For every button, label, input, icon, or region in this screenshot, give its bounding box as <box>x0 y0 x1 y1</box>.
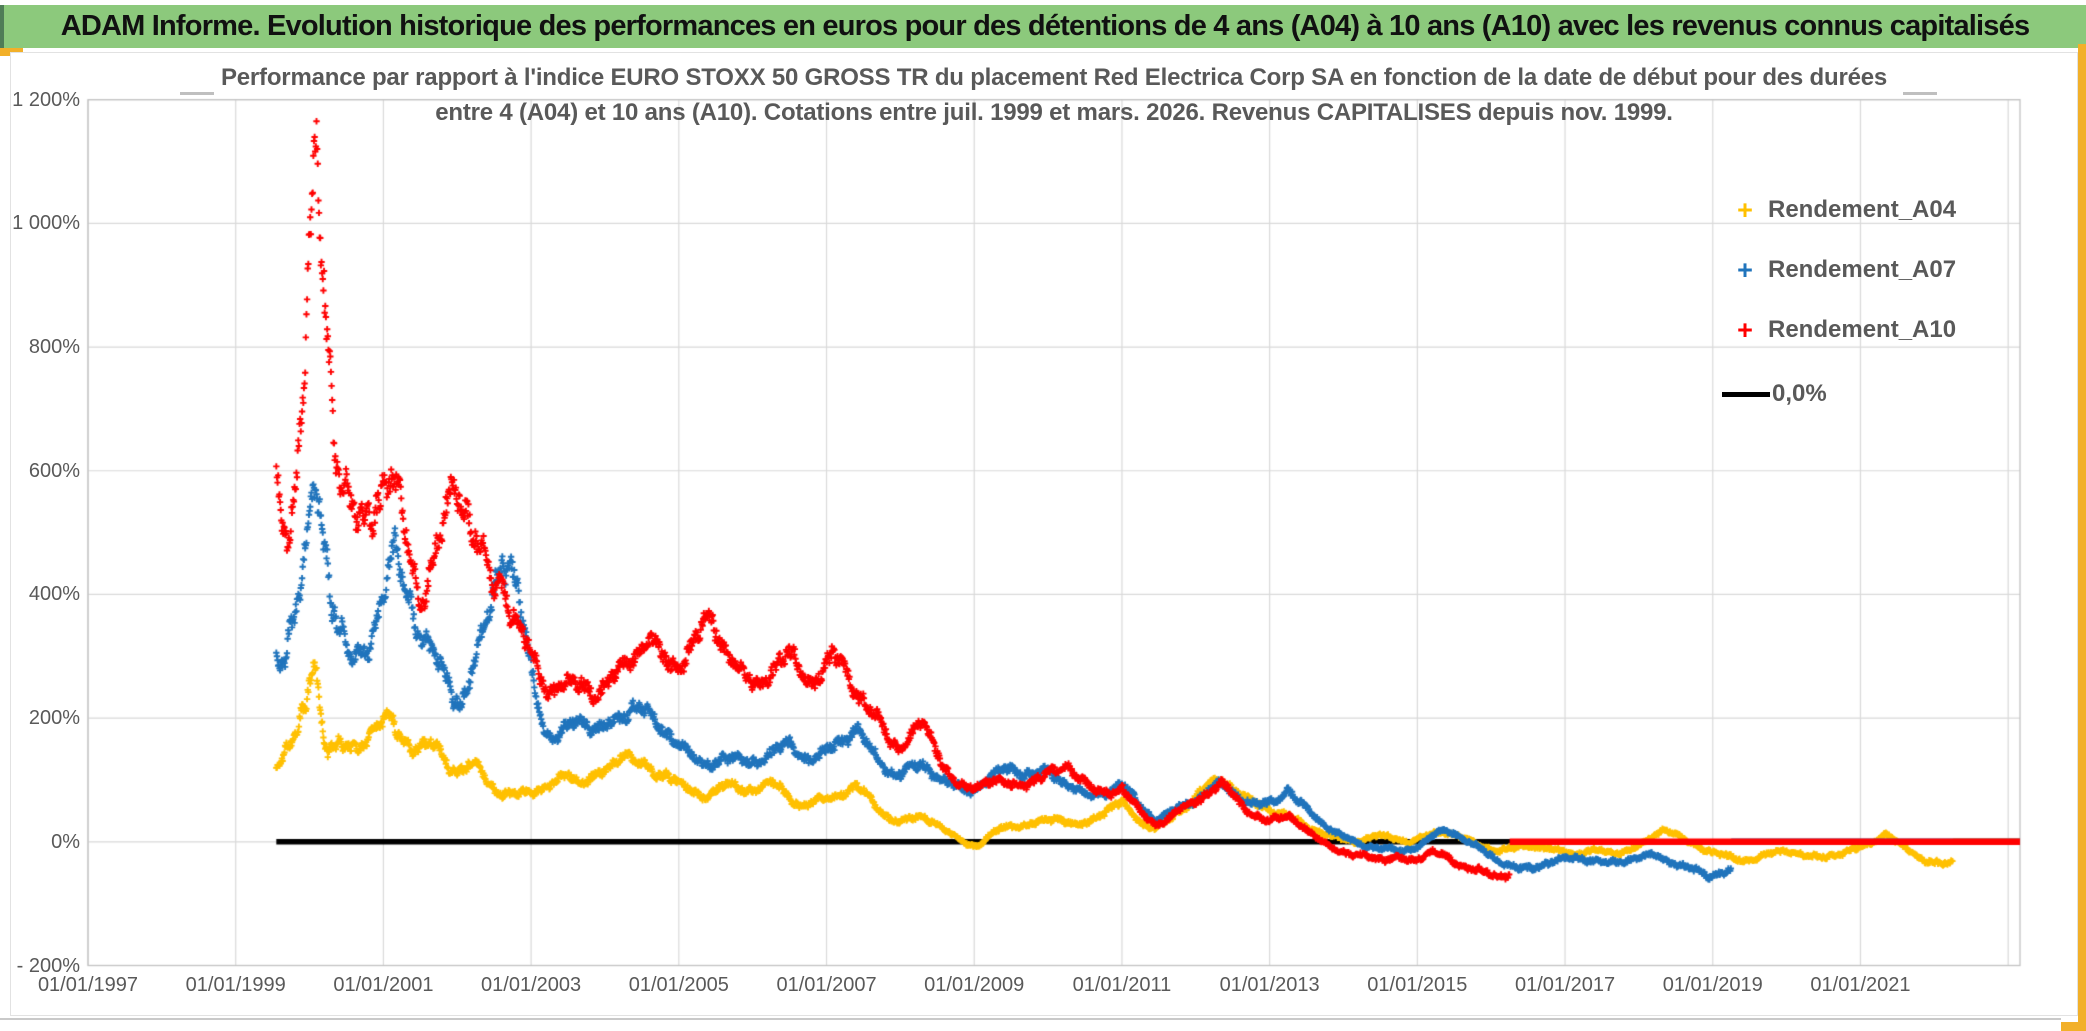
x-tick-label: 01/01/2009 <box>924 974 1025 996</box>
x-axis: 01/01/1997 01/01/1999 01/01/2001 01/01/2003… <box>0 974 2086 1000</box>
chart-title-line2: entre 4 (A04) et 10 ans (A10). Cotations… <box>435 99 1673 126</box>
y-axis: 1 200% 1 000% 800% 600% 400% 200% 0% - 200% <box>0 0 80 1031</box>
y-tick-label: - 200% <box>16 954 80 977</box>
legend-item-rendement-a10: + Rendement_A10 <box>1722 312 1956 348</box>
x-tick-label: 01/01/2001 <box>333 974 434 996</box>
title-right-dash <box>1903 92 1937 95</box>
plus-marker-icon: + <box>1737 194 1753 225</box>
legend-label: Rendement_A04 <box>1768 196 1957 223</box>
y-tick-label: 400% <box>28 583 80 606</box>
x-tick-label: 01/01/2011 <box>1072 974 1172 996</box>
x-tick-label: 01/01/2003 <box>481 974 582 996</box>
legend-item-rendement-a04: + Rendement_A04 <box>1722 192 1956 228</box>
zero-line-swatch <box>1722 391 1770 397</box>
legend-label: Rendement_A07 <box>1768 256 1957 283</box>
y-tick-label: 800% <box>28 336 80 359</box>
x-tick-label: 01/01/1997 <box>37 974 139 996</box>
plus-marker-icon: + <box>1737 314 1753 345</box>
y-tick-label: 1 000% <box>12 212 80 235</box>
plus-marker-icon: + <box>1737 254 1753 285</box>
y-tick-label: 600% <box>28 459 80 482</box>
x-tick-label: 01/01/2013 <box>1219 974 1320 996</box>
y-tick-label: 200% <box>28 707 80 730</box>
legend-item-rendement-a07: + Rendement_A07 <box>1722 252 1956 288</box>
x-tick-label: 01/01/2007 <box>776 974 877 996</box>
chart-title: Performance par rapport à l'indice EURO … <box>88 60 2020 130</box>
title-left-dash <box>180 92 214 95</box>
legend-label: Rendement_A10 <box>1768 316 1957 343</box>
chart-title-line1: Performance par rapport à l'indice EURO … <box>220 64 1888 91</box>
x-tick-label: 01/01/2015 <box>1367 974 1468 996</box>
x-tick-label: 01/01/2021 <box>1810 974 1911 996</box>
legend-item-zero-line: 0,0% <box>1722 376 1827 412</box>
x-tick-label: 01/01/1999 <box>185 974 286 996</box>
x-tick-label: 01/01/2017 <box>1515 974 1616 996</box>
y-tick-label: 1 200% <box>12 88 80 111</box>
legend-label: 0,0% <box>1772 380 1827 407</box>
y-tick-label: 0% <box>51 830 80 853</box>
x-tick-label: 01/01/2005 <box>628 974 729 996</box>
x-tick-label: 01/01/2019 <box>1662 974 1763 996</box>
